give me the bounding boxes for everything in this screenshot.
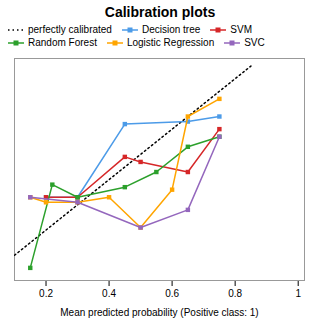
html-text:perfectly calibrated: perfectly calibrated <box>28 24 112 35</box>
svg-text:0.4: 0.4 <box>102 288 116 299</box>
svg-text:0.2: 0.2 <box>39 288 53 299</box>
html-text:Logistic Regression: Logistic Regression <box>126 37 215 48</box>
html-text:SVC: SVC <box>244 37 265 48</box>
html-text:SVM: SVM <box>230 24 252 35</box>
svg-text:0.8: 0.8 <box>228 288 242 299</box>
html-text:Random Forest: Random Forest <box>28 37 97 48</box>
svg-text:0.6: 0.6 <box>165 288 179 299</box>
svg-text:1: 1 <box>295 288 301 299</box>
html-text:Calibration plots: Calibration plots <box>104 4 216 20</box>
svg-text:Mean predicted probability (Po: Mean predicted probability (Positive cla… <box>60 307 258 318</box>
html-text:Decision tree: Decision tree <box>141 24 201 35</box>
